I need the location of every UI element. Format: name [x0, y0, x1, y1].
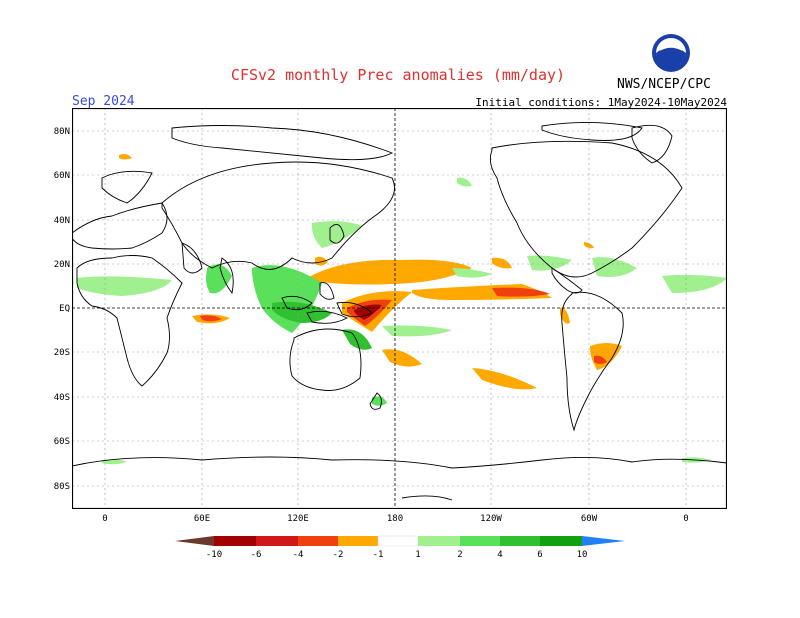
lat-tick-label: 80N: [53, 127, 70, 137]
colorbar-bin: [214, 536, 256, 546]
equator-dateline: [72, 108, 727, 509]
lon-tick-label: 60E: [193, 514, 211, 524]
initial-conditions-label: Initial conditions: 1May2024-10May2024: [475, 96, 727, 109]
valid-month-label: Sep 2024: [72, 94, 135, 109]
colorbar-tick: 6: [537, 550, 542, 560]
colorbar-bin: [418, 536, 460, 546]
agency-label: NWS/NCEP/CPC: [617, 77, 711, 92]
noaa-logo: [652, 34, 690, 72]
colorbar-tick: -4: [293, 550, 304, 560]
coastlines: [72, 121, 727, 501]
colorbar-tick: -10: [206, 550, 222, 560]
anomaly-shading: [77, 154, 727, 465]
map-title: CFSv2 monthly Prec anomalies (mm/day): [230, 66, 566, 84]
lat-tick-label: 60S: [53, 437, 70, 447]
colorbar-tick: -2: [333, 550, 344, 560]
colorbar-bin: [338, 536, 378, 546]
colorbar-extend-low: [175, 536, 214, 546]
lon-tick-label: 0: [102, 514, 108, 524]
colorbar-tick: 2: [457, 550, 462, 560]
lon-tick-label: 0: [683, 514, 689, 524]
lat-tick-label: 60N: [53, 171, 70, 181]
colorbar-tick: -6: [251, 550, 262, 560]
colorbar-bin: [460, 536, 500, 546]
colorbar-tick: -1: [373, 550, 384, 560]
colorbar: -10 -6 -4 -2 -1 1 2 4 6 10: [175, 535, 625, 560]
lat-tick-label: 40N: [53, 216, 70, 226]
lat-tick-label: EQ: [59, 304, 70, 314]
lon-tick-label: 120W: [480, 514, 502, 524]
graticule: [72, 108, 727, 509]
colorbar-tick: 1: [415, 550, 420, 560]
colorbar-tick: 10: [577, 550, 588, 560]
lat-tick-label: 20N: [53, 260, 70, 270]
lat-tick-label: 40S: [53, 393, 70, 403]
lat-tick-label: 20S: [53, 348, 70, 358]
lon-tick-label: 120E: [287, 514, 309, 524]
colorbar-bin: [298, 536, 338, 546]
lon-tick-label: 180: [386, 514, 404, 524]
colorbar-bin: [256, 536, 298, 546]
colorbar-bin: [540, 536, 582, 546]
colorbar-bin: [377, 535, 419, 547]
lat-tick-label: 80S: [53, 482, 70, 492]
colorbar-tick: 4: [497, 550, 502, 560]
colorbar-bin: [500, 536, 540, 546]
colorbar-extend-high: [582, 536, 625, 546]
precip-anomaly-map: [72, 108, 727, 509]
lon-tick-label: 60W: [580, 514, 598, 524]
